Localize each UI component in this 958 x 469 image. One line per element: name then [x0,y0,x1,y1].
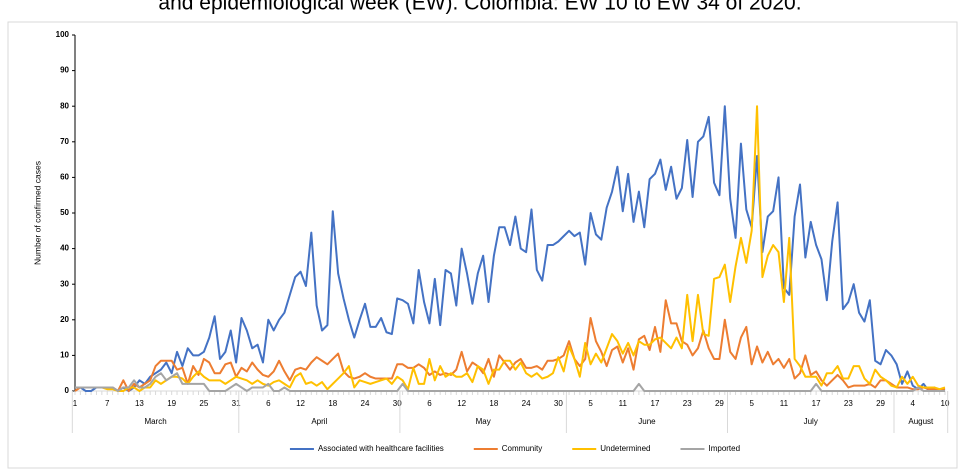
month-label: May [476,417,491,426]
y-tick-label: 90 [60,66,69,75]
x-tick-label: 31 [232,399,241,408]
y-tick-label: 50 [60,208,69,217]
x-tick-label: 30 [554,399,563,408]
x-tick-label: 17 [812,399,821,408]
x-tick-label: 5 [749,399,754,408]
legend-label: Community [502,444,542,453]
series-line [74,299,945,392]
month-label: August [908,417,934,426]
month-label: June [638,417,656,426]
month-label: April [311,417,327,426]
x-tick-label: 11 [780,399,789,408]
legend-label: Imported [708,444,740,453]
y-tick-label: 20 [60,315,69,324]
x-tick-label: 6 [266,399,271,408]
y-tick-label: 40 [60,244,69,253]
x-tick-label: 19 [167,399,176,408]
y-tick-label: 30 [60,279,69,288]
series-line [75,105,946,392]
legend-label: Associated with healthcare facilities [318,444,444,453]
month-label: July [804,417,818,426]
x-tick-label: 17 [651,399,660,408]
x-tick-label: 23 [683,399,692,408]
x-tick-label: 18 [489,399,498,408]
legend-label: Undetermined [600,444,650,453]
x-tick-label: 24 [361,399,370,408]
y-tick-label: 100 [56,30,70,39]
x-tick-label: 13 [135,399,144,408]
x-tick-label: 29 [715,399,724,408]
x-tick-label: 7 [105,399,110,408]
series-line [75,372,945,392]
y-tick-label: 0 [65,386,70,395]
x-tick-label: 11 [619,399,628,408]
x-tick-label: 30 [393,399,402,408]
y-axis-label: Number of confirmed cases [32,161,42,265]
x-tick-label: 1 [73,399,78,408]
x-tick-label: 10 [941,399,950,408]
chart-title: and epidemiological week (EW). Colombia:… [158,0,801,15]
x-tick-label: 29 [876,399,885,408]
x-tick-label: 6 [427,399,432,408]
x-tick-label: 4 [911,399,916,408]
x-tick-label: 23 [844,399,853,408]
y-tick-label: 10 [60,351,69,360]
month-label: March [144,417,166,426]
chart-frame [7,21,958,469]
y-tick-label: 70 [60,137,69,146]
x-tick-label: 12 [296,399,305,408]
x-tick-label: 25 [199,399,208,408]
y-tick-label: 60 [60,173,69,182]
series-line [75,105,946,392]
x-tick-label: 18 [328,399,337,408]
y-tick-label: 80 [60,101,69,110]
x-tick-label: 24 [522,399,531,408]
x-tick-label: 12 [457,399,466,408]
x-tick-label: 5 [588,399,593,408]
